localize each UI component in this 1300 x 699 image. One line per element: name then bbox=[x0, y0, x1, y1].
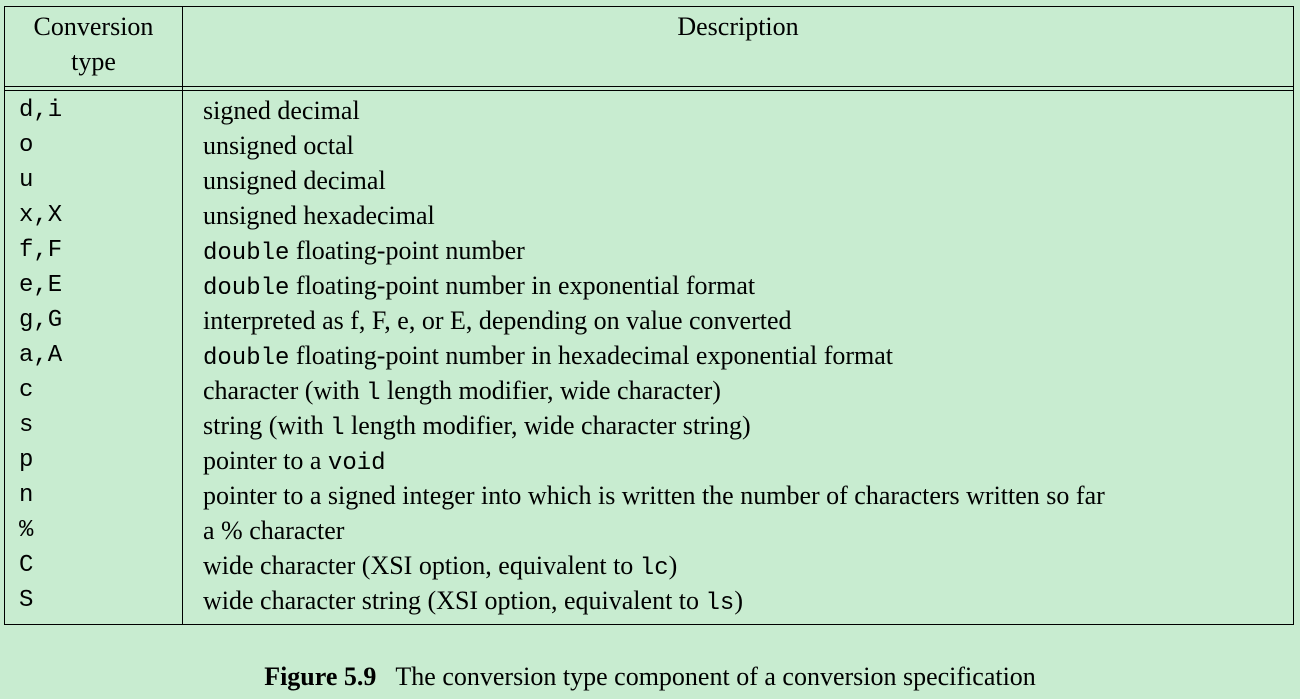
column-divider bbox=[182, 7, 183, 624]
code-term: l bbox=[330, 415, 345, 442]
description-text: string (with bbox=[203, 411, 331, 440]
figure-label: Figure 5.9 bbox=[264, 662, 377, 691]
figure-caption-text: The conversion type component of a conve… bbox=[395, 662, 1036, 691]
description-cell: pointer to a signed integer into which i… bbox=[203, 478, 1105, 513]
table-row: u unsigned decimal bbox=[5, 163, 1293, 198]
code-term: double bbox=[203, 240, 290, 267]
conversion-type-table: Conversion type Description d,i signed de… bbox=[4, 6, 1294, 625]
header-rule-top bbox=[5, 86, 1293, 87]
header-type-line2: type bbox=[71, 47, 116, 76]
figure-caption: Figure 5.9 The conversion type component… bbox=[0, 661, 1300, 693]
table-row: a,A double floating-point number in hexad… bbox=[5, 338, 1293, 373]
table-row: x,X unsigned hexadecimal bbox=[5, 198, 1293, 233]
conversion-type-cell: a,A bbox=[19, 342, 63, 369]
header-conversion-type: Conversion type bbox=[5, 9, 182, 79]
header-description: Description bbox=[677, 12, 799, 41]
description-text: wide character string (XSI option, equiv… bbox=[203, 586, 706, 615]
description-cell: unsigned decimal bbox=[203, 163, 386, 198]
description-text: pointer to a bbox=[203, 446, 328, 475]
description-text: unsigned octal bbox=[203, 131, 354, 160]
table-row: e,E double floating-point number in expon… bbox=[5, 268, 1293, 303]
description-text: ) bbox=[668, 551, 678, 580]
description-cell: double floating-point number bbox=[203, 233, 525, 271]
conversion-type-cell: s bbox=[19, 412, 34, 439]
description-text: length modifier, wide character) bbox=[380, 376, 721, 405]
conversion-type-cell: o bbox=[19, 132, 34, 159]
conversion-type-cell: C bbox=[19, 552, 34, 579]
description-cell: double floating-point number in hexadeci… bbox=[203, 338, 893, 376]
table-row: o unsigned octal bbox=[5, 128, 1293, 163]
conversion-type-cell: n bbox=[19, 482, 34, 509]
conversion-type-cell: g,G bbox=[19, 307, 63, 334]
conversion-type-cell: x,X bbox=[19, 202, 63, 229]
description-text: unsigned hexadecimal bbox=[203, 201, 435, 230]
conversion-type-cell: u bbox=[19, 167, 34, 194]
table-row: n pointer to a signed integer into which … bbox=[5, 478, 1293, 513]
code-term: double bbox=[203, 345, 290, 372]
table-row: d,i signed decimal bbox=[5, 93, 1293, 128]
description-cell: unsigned octal bbox=[203, 128, 354, 163]
description-text: wide character (XSI option, equivalent t… bbox=[203, 551, 640, 580]
description-text: floating-point number in hexadecimal exp… bbox=[289, 341, 894, 370]
table-row: g,G interpreted as f, F, e, or E, dependi… bbox=[5, 303, 1293, 338]
description-text: length modifier, wide character string) bbox=[344, 411, 751, 440]
header-rule-bottom bbox=[5, 90, 1293, 91]
description-text: pointer to a signed integer into which i… bbox=[203, 481, 1105, 510]
description-cell: pointer to a void bbox=[203, 443, 386, 481]
table-row: f,F double floating-point number bbox=[5, 233, 1293, 268]
header-type-line1: Conversion bbox=[33, 12, 154, 41]
code-term: void bbox=[327, 450, 386, 477]
table-row: p pointer to a void bbox=[5, 443, 1293, 478]
description-text: interpreted as f, F, e, or E, depending … bbox=[203, 306, 792, 335]
description-cell: signed decimal bbox=[203, 93, 360, 128]
conversion-type-cell: S bbox=[19, 587, 34, 614]
description-text: unsigned decimal bbox=[203, 166, 386, 195]
description-cell: interpreted as f, F, e, or E, depending … bbox=[203, 303, 792, 338]
description-cell: a % character bbox=[203, 513, 344, 548]
description-text: a % character bbox=[203, 516, 345, 545]
conversion-type-cell: % bbox=[19, 517, 34, 544]
conversion-type-cell: d,i bbox=[19, 97, 63, 124]
conversion-type-cell: e,E bbox=[19, 272, 63, 299]
conversion-type-cell: c bbox=[19, 377, 34, 404]
description-text: floating-point number bbox=[289, 236, 525, 265]
description-text: signed decimal bbox=[203, 96, 360, 125]
table-body: d,i signed decimal o unsigned octal u unsigne… bbox=[5, 93, 1293, 618]
description-cell: string (with l length modifier, wide cha… bbox=[203, 408, 751, 446]
description-text: floating-point number in exponential for… bbox=[289, 271, 756, 300]
code-term: l bbox=[366, 380, 381, 407]
code-term: ls bbox=[705, 590, 735, 617]
description-cell: character (with l length modifier, wide … bbox=[203, 373, 721, 411]
code-term: double bbox=[203, 275, 290, 302]
description-cell: wide character (XSI option, equivalent t… bbox=[203, 548, 677, 586]
description-cell: unsigned hexadecimal bbox=[203, 198, 435, 233]
code-term: lc bbox=[639, 555, 669, 582]
description-text: ) bbox=[734, 586, 744, 615]
description-cell: wide character string (XSI option, equiv… bbox=[203, 583, 743, 621]
conversion-type-cell: p bbox=[19, 447, 34, 474]
description-cell: double floating-point number in exponent… bbox=[203, 268, 755, 306]
conversion-type-cell: f,F bbox=[19, 237, 63, 264]
table-row: % a % character bbox=[5, 513, 1293, 548]
table-row: c character (with l length modifier, wide… bbox=[5, 373, 1293, 408]
table-row: s string (with l length modifier, wide ch… bbox=[5, 408, 1293, 443]
description-text: character (with bbox=[203, 376, 367, 405]
